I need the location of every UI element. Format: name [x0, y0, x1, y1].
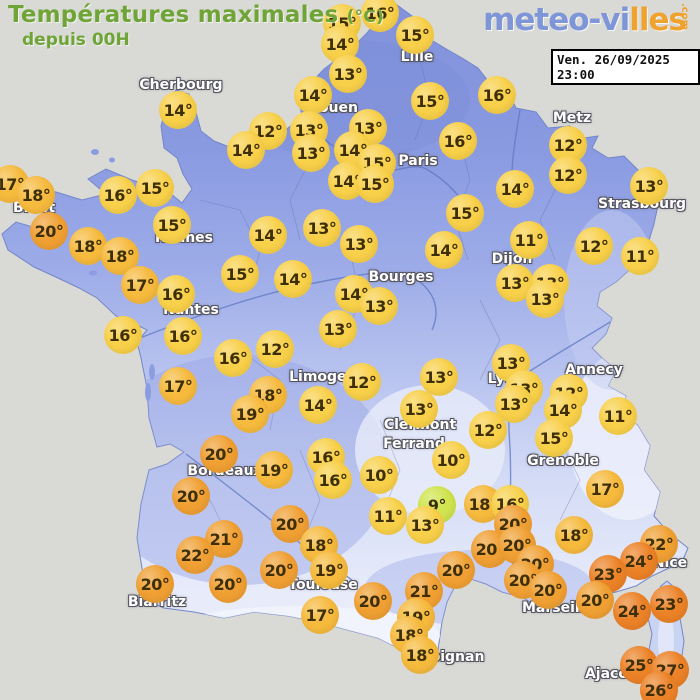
temp-bubble: 19° — [231, 395, 269, 433]
temp-bubble: 13° — [406, 506, 444, 544]
temp-bubble: 11° — [510, 221, 548, 259]
site-logo[interactable]: meteo-villes .com — [483, 2, 690, 38]
temp-bubble: 12° — [343, 363, 381, 401]
city-label-limoges: Limoges — [289, 369, 355, 385]
temp-bubble: 14° — [335, 275, 373, 313]
temp-bubble: 15° — [396, 16, 434, 54]
temp-bubble: 18° — [69, 227, 107, 265]
temp-bubble: 19° — [255, 451, 293, 489]
temp-bubble: 13° — [400, 390, 438, 428]
temp-bubble: 17° — [159, 367, 197, 405]
logo-text-blue: meteo-vi — [483, 2, 630, 38]
temp-bubble: 16° — [104, 316, 142, 354]
temp-bubble: 14° — [227, 131, 265, 169]
temp-bubble: 20° — [354, 582, 392, 620]
temp-bubble: 11° — [621, 237, 659, 275]
temp-bubble: 15° — [446, 194, 484, 232]
temp-bubble: 22° — [176, 536, 214, 574]
temp-bubble: 14° — [274, 260, 312, 298]
logo-text-orange: lles — [629, 2, 687, 38]
temp-bubble: 16° — [99, 176, 137, 214]
city-label-grenoble: Grenoble — [527, 453, 599, 469]
temp-bubble: 16° — [214, 339, 252, 377]
temp-bubble: 16° — [314, 461, 352, 499]
temp-bubble: 14° — [299, 386, 337, 424]
city-label-paris: Paris — [398, 153, 438, 169]
temp-bubble: 13° — [319, 310, 357, 348]
city-label-cherbourg: Cherbourg — [139, 77, 223, 93]
temp-bubble: 15° — [356, 165, 394, 203]
temp-bubble: 16° — [164, 317, 202, 355]
temp-bubble: 13° — [420, 358, 458, 396]
temp-bubble: 14° — [159, 91, 197, 129]
temp-bubble: 14° — [294, 76, 332, 114]
temp-bubble: 19° — [310, 551, 348, 589]
temp-bubble: 23° — [650, 585, 688, 623]
temp-bubble: 15° — [153, 206, 191, 244]
temp-bubble: 15° — [535, 419, 573, 457]
temp-bubble: 13° — [630, 167, 668, 205]
temp-bubble: 14° — [425, 231, 463, 269]
temp-bubble: 20° — [30, 212, 68, 250]
temp-bubble: 20° — [172, 477, 210, 515]
city-label-ferrand: Ferrand — [383, 436, 445, 452]
temp-bubble: 17° — [121, 266, 159, 304]
temp-bubble: 18° — [401, 636, 439, 674]
temp-bubble: 13° — [360, 287, 398, 325]
temp-bubble: 20° — [437, 551, 475, 589]
temp-bubble: 11° — [369, 497, 407, 535]
temp-bubble: 16° — [361, 0, 399, 32]
temp-bubble: 13° — [496, 264, 534, 302]
temp-bubble: 15° — [136, 169, 174, 207]
temp-bubble: 18° — [17, 176, 55, 214]
temp-bubble: 15° — [411, 82, 449, 120]
temp-bubble: 10° — [360, 456, 398, 494]
temp-bubble: 20° — [260, 551, 298, 589]
temp-bubble: 13° — [292, 134, 330, 172]
temp-bubble: 12° — [469, 411, 507, 449]
temp-bubble: 20° — [136, 565, 174, 603]
temp-bubble: 20° — [271, 505, 309, 543]
temp-bubble: 15° — [221, 255, 259, 293]
temp-bubble: 17° — [586, 470, 624, 508]
temp-bubble: 18° — [555, 516, 593, 554]
temp-bubble: 16° — [439, 122, 477, 160]
datetime-stamp: Ven. 26/09/2025 23:00 — [551, 49, 700, 85]
temp-bubble: 12° — [549, 156, 587, 194]
city-label-metz: Metz — [552, 110, 592, 126]
temp-bubble: 14° — [249, 216, 287, 254]
temp-bubble: 11° — [599, 397, 637, 435]
temp-bubble: 16° — [478, 76, 516, 114]
city-label-bourges: Bourges — [368, 269, 434, 285]
temp-bubble: 20° — [576, 581, 614, 619]
temp-bubble: 25° — [620, 646, 658, 684]
temp-bubble: 17° — [301, 596, 339, 634]
temp-bubble: 12° — [575, 227, 613, 265]
logo-com-suffix: .com — [678, 2, 690, 31]
temp-bubble: 26° — [640, 671, 678, 700]
temp-bubble: 13° — [329, 55, 367, 93]
temp-bubble: 16° — [157, 275, 195, 313]
temp-bubble: 20° — [200, 435, 238, 473]
temp-bubble: 20° — [529, 571, 567, 609]
city-label-annecy: Annecy — [565, 362, 623, 378]
temp-bubble: 20° — [209, 565, 247, 603]
temp-bubble: 24° — [613, 592, 651, 630]
temp-bubble: 13° — [526, 280, 564, 318]
temp-bubble: 10° — [432, 441, 470, 479]
temp-bubble: 14° — [496, 170, 534, 208]
temp-bubble: 13° — [340, 225, 378, 263]
temp-bubble: 13° — [303, 209, 341, 247]
temp-bubble: 23° — [589, 555, 627, 593]
temp-bubble: 12° — [256, 330, 294, 368]
